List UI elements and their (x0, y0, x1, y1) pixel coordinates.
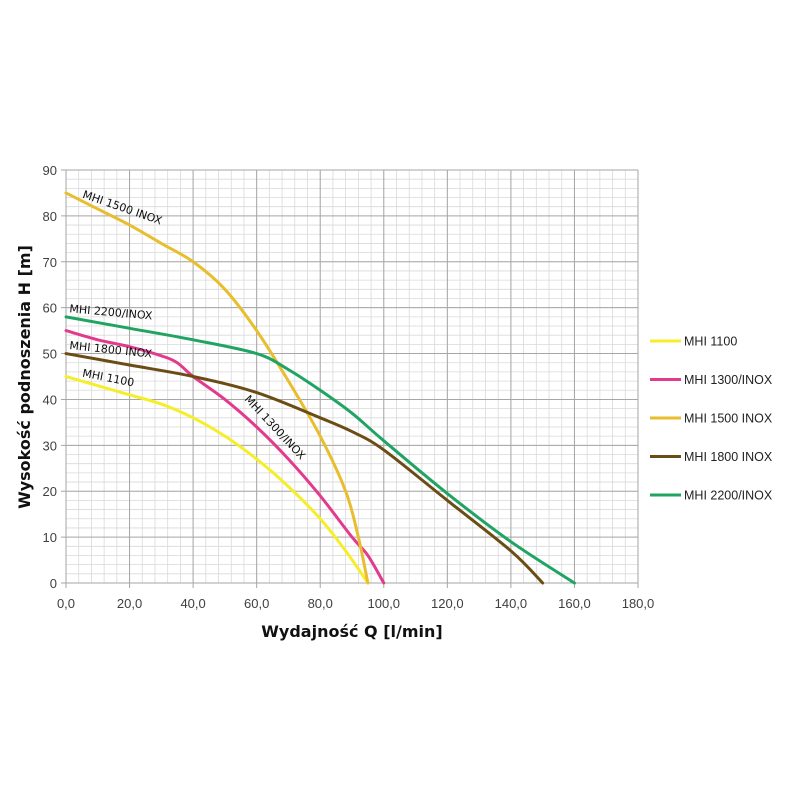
x-tick-label: 180,0 (622, 596, 655, 611)
x-tick-label: 20,0 (117, 596, 142, 611)
curve-mhi-2200-inox (64, 315, 576, 585)
x-tick-label: 120,0 (431, 596, 464, 611)
x-tick-label: 60,0 (244, 596, 269, 611)
y-tick-label: 10 (43, 530, 57, 545)
y-tick-label: 0 (50, 576, 57, 591)
curve-mhi-1100 (64, 375, 370, 585)
y-tick-label: 30 (43, 438, 57, 453)
y-tick-label: 90 (43, 163, 57, 178)
x-tick-label: 0,0 (57, 596, 75, 611)
legend-label: MHI 2200/INOX (684, 489, 773, 503)
x-tick-label: 40,0 (180, 596, 205, 611)
x-tick-label: 140,0 (495, 596, 528, 611)
legend-label: MHI 1100 (684, 335, 737, 349)
grid-major (61, 169, 639, 588)
y-tick-label: 40 (43, 392, 57, 407)
legend-label: MHI 1300/INOX (684, 373, 773, 387)
y-tick-label: 80 (43, 209, 57, 224)
legend-label: MHI 1800 INOX (684, 450, 773, 464)
x-axis-title: Wydajność Q [l/min] (261, 622, 442, 641)
y-tick-label: 50 (43, 347, 57, 362)
grid-minor (65, 169, 639, 584)
y-axis-ticks: 0 10 20 30 40 50 60 70 80 90 (43, 163, 57, 591)
x-tick-label: 100,0 (368, 596, 401, 611)
curve-mhi-1500-inox (64, 191, 370, 585)
legend: MHI 1100 MHI 1300/INOX MHI 1500 INOX MHI 18… (650, 335, 773, 503)
curve-mhi-1300-inox (64, 329, 386, 585)
x-tick-label: 80,0 (308, 596, 333, 611)
pump-curves (64, 191, 576, 585)
y-tick-label: 70 (43, 255, 57, 270)
y-axis-title: Wysokość podnoszenia H [m] (15, 245, 34, 509)
curve-label: MHI 1300/INOX (242, 393, 309, 463)
y-tick-label: 20 (43, 484, 57, 499)
curve-label: MHI 1100 (81, 367, 135, 390)
legend-label: MHI 1500 INOX (684, 412, 773, 426)
curve-mhi-1800-inox (64, 352, 545, 585)
x-tick-label: 160,0 (558, 596, 591, 611)
x-axis-ticks: 0,0 20,0 40,0 60,0 80,0 100,0 120,0 140,0 160,0 1… (57, 596, 654, 611)
y-tick-label: 60 (43, 301, 57, 316)
